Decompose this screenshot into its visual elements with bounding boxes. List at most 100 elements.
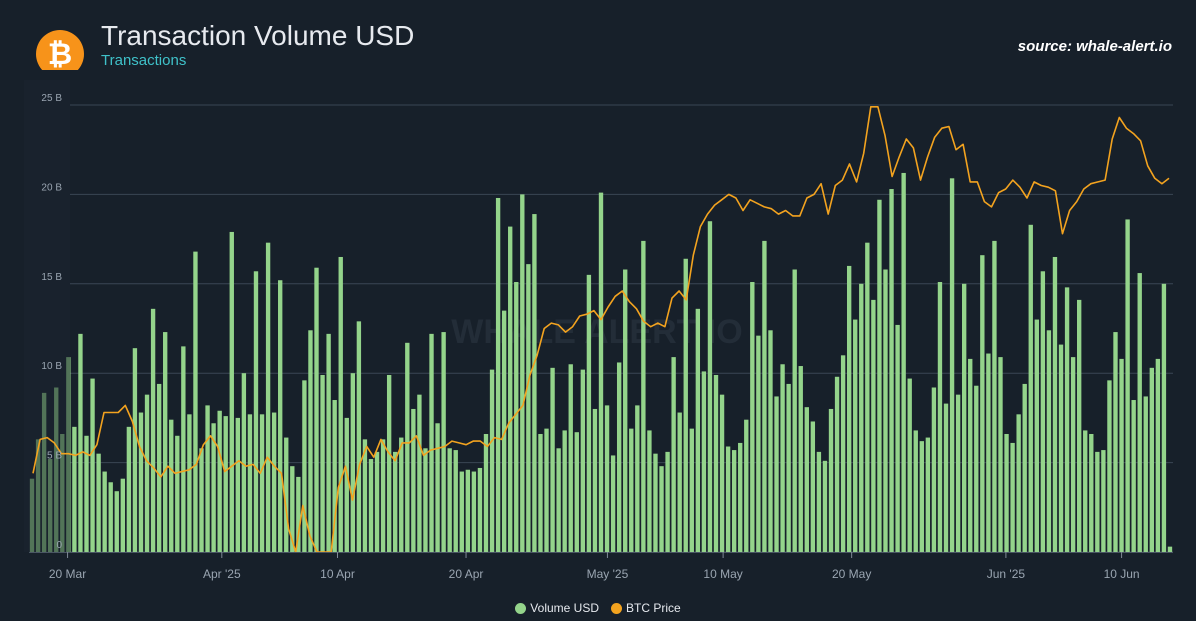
volume-bar <box>955 394 961 552</box>
volume-bar <box>931 387 937 552</box>
volume-bar <box>169 419 174 552</box>
volume-bar <box>804 407 809 552</box>
volume-bar <box>1058 344 1064 552</box>
volume-bar <box>350 373 356 552</box>
volume-bar <box>598 192 604 552</box>
volume-bar <box>744 419 749 552</box>
volume-bar <box>290 466 295 552</box>
volume-bar <box>399 437 404 552</box>
volume-bar <box>253 271 259 552</box>
volume-bar <box>853 319 858 552</box>
volume-bar <box>550 367 555 552</box>
volume-bar <box>635 405 640 552</box>
volume-bar <box>616 362 622 552</box>
volume-bar <box>520 194 525 552</box>
volume-bar <box>326 333 331 552</box>
volume-bar <box>1095 451 1100 552</box>
volume-bar <box>1016 414 1021 552</box>
volume-bar <box>102 471 107 552</box>
volume-bar <box>865 242 870 552</box>
volume-bar <box>1101 450 1106 552</box>
volume-bar <box>683 258 688 552</box>
volume-bar <box>205 405 210 552</box>
volume-bar <box>961 283 967 552</box>
volume-bar <box>508 226 513 553</box>
volume-bar <box>701 371 707 552</box>
volume-bar <box>689 428 694 552</box>
volume-bar <box>671 357 676 552</box>
volume-bar <box>816 451 822 552</box>
volume-bar <box>247 414 253 552</box>
volume-bar <box>586 274 592 552</box>
legend-item-btc-price[interactable]: BTC Price <box>611 601 681 615</box>
volume-bar <box>193 251 198 552</box>
volume-bar <box>132 348 138 552</box>
volume-bar <box>423 448 428 552</box>
legend-volume-label: Volume USD <box>530 601 599 615</box>
volume-bar <box>574 432 579 552</box>
volume-bar <box>1046 330 1052 552</box>
volume-bar <box>610 455 616 552</box>
x-tick-label: Jun '25 <box>987 567 1026 581</box>
volume-bar <box>907 378 912 552</box>
volume-bar <box>386 374 392 552</box>
volume-bar <box>822 460 828 552</box>
volume-bar <box>108 482 113 552</box>
x-tick-label: 20 May <box>832 567 871 581</box>
btc-price-line <box>32 106 1170 553</box>
volume-bar <box>453 450 458 552</box>
y-tick-label: 0 <box>56 540 62 551</box>
volume-bar <box>1028 224 1033 552</box>
volume-bar <box>514 282 519 552</box>
page-title: Transaction Volume USD <box>101 20 415 51</box>
volume-bar <box>144 394 150 552</box>
legend-item-volume[interactable]: Volume USD <box>515 601 599 615</box>
volume-bar <box>786 383 791 552</box>
y-tick-label: 15 B <box>41 272 62 283</box>
volume-bar <box>211 423 216 552</box>
volume-bar <box>1137 273 1142 552</box>
legend: Volume USD BTC Price <box>0 601 1196 615</box>
volume-bar <box>284 437 289 552</box>
x-tick-label: 10 May <box>703 567 742 581</box>
volume-bar <box>374 451 380 552</box>
source-label: source: whale-alert.io <box>1017 38 1172 55</box>
volume-bar <box>1004 433 1009 552</box>
y-tick-label: 10 B <box>41 361 62 372</box>
volume-bar <box>1155 358 1161 552</box>
volume-bar <box>417 394 422 552</box>
volume-bar <box>840 355 846 552</box>
volume-bar <box>223 416 228 552</box>
volume-bar <box>538 433 543 552</box>
volume-bar <box>1040 271 1046 552</box>
volume-bar <box>592 408 598 552</box>
volume-bar <box>846 265 852 552</box>
volume-bar <box>1022 383 1027 552</box>
volume-bar <box>483 433 489 552</box>
volume-bar <box>665 451 670 552</box>
volume-bar <box>302 380 307 552</box>
volume-bar <box>532 214 537 552</box>
volume-bar <box>774 396 779 552</box>
x-axis: 20 Mar Apr '25 10 Apr 20 Apr May '25 10 May 20… <box>29 552 1173 581</box>
volume-bar <box>1143 396 1148 552</box>
volume-bar <box>834 376 840 552</box>
x-tick-label: May '25 <box>587 567 629 581</box>
volume-bar <box>1070 357 1076 552</box>
volume-bar <box>629 428 634 552</box>
volume-bar <box>1167 546 1173 552</box>
volume-bar <box>495 197 501 552</box>
volume-bar <box>308 330 313 552</box>
volume-bar <box>138 412 144 552</box>
volume-bar <box>974 385 979 552</box>
volume-bar <box>217 410 222 552</box>
volume-bar <box>156 383 162 552</box>
volume-bar <box>738 442 743 552</box>
volume-bar <box>780 364 785 552</box>
volume-bar <box>1107 380 1112 552</box>
volume-bar <box>1089 433 1094 552</box>
volume-bar <box>338 256 343 552</box>
volume-bar <box>526 264 531 552</box>
volume-bar <box>913 430 918 552</box>
volume-bar <box>447 448 452 552</box>
